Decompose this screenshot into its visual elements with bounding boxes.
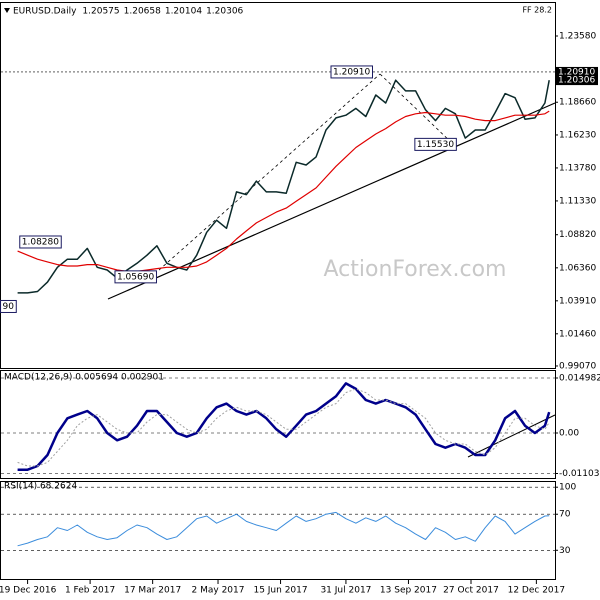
y-tick-label: 1.01460 [559, 329, 596, 339]
y-tick-label: 1.16230 [559, 130, 596, 140]
macd-trend-line [467, 414, 556, 458]
y-tick-label: 100 [559, 483, 576, 493]
x-tick-label: 1 Feb 2017 [65, 586, 115, 596]
x-tick-label: 13 Sep 2017 [380, 586, 437, 596]
corner-text: FF 28.2 [522, 6, 552, 15]
header-value: 1.20306 [206, 7, 243, 17]
y-tick-label: 30 [559, 546, 571, 556]
y-tick-label: 1.18660 [559, 98, 596, 108]
y-tick-label: 1.23580 [559, 32, 596, 42]
annotation-label: 1.20910 [333, 67, 370, 77]
annotation-box [330, 65, 373, 79]
menu-triangle [4, 8, 10, 13]
y-tick-label: -0.011031 [559, 469, 600, 479]
y-tick-label: 1.06360 [559, 263, 596, 273]
x-tick-label: 27 Oct 2017 [443, 586, 499, 596]
swing-line [379, 73, 456, 147]
annotation-box [414, 137, 457, 151]
annotation-box [114, 270, 157, 284]
trend-line [107, 102, 556, 300]
x-tick-label: 31 Jul 2017 [320, 586, 371, 596]
panel-title: EURUSD.Daily [13, 7, 77, 17]
annotation-label: 1.05690 [117, 272, 154, 282]
annotation-label: 1.15530 [417, 140, 454, 150]
header-value: 1.20104 [165, 7, 202, 17]
price-label-box [556, 66, 598, 77]
macd-panel-frame [0, 370, 556, 479]
x-tick-label: 17 Mar 2017 [124, 586, 181, 596]
y-tick-label: 0.00 [559, 428, 579, 438]
annotation-label: 90 [3, 302, 15, 312]
annotation-label: 1.08280 [22, 237, 59, 247]
panel-title: RSI(14) 68.2624 [4, 482, 77, 492]
y-tick-label: 0.014982 [559, 374, 600, 384]
y-tick-label: 1.13780 [559, 163, 596, 173]
x-tick-label: 2 May 2017 [192, 586, 245, 596]
header-value: 1.20658 [124, 7, 161, 17]
header-value: 1.20575 [82, 7, 119, 17]
series-line [17, 382, 551, 471]
price-label: 1.20306 [558, 76, 595, 86]
watermark: ActionForex.com [324, 257, 507, 282]
x-tick-label: 15 Jun 2017 [253, 586, 307, 596]
y-tick-label: 0.99070 [559, 361, 596, 371]
x-tick-label: 19 Dec 2016 [0, 586, 57, 596]
series-line [17, 388, 550, 467]
series-line [17, 79, 550, 294]
y-tick-label: 1.03910 [559, 296, 596, 306]
y-tick-label: 1.11330 [559, 196, 596, 206]
panel-title: MACD(12,26,9) 0.005694 0.002901 [4, 373, 164, 383]
annotation-box [19, 235, 62, 249]
y-tick-label: 1.08820 [559, 230, 596, 240]
price-panel-frame [0, 2, 556, 369]
y-tick-label: 70 [559, 510, 571, 520]
series-line [17, 511, 550, 547]
price-label: 1.20910 [558, 67, 595, 77]
series-line [17, 110, 550, 272]
price-label-box [556, 75, 598, 86]
annotation-box [0, 299, 17, 313]
rsi-panel-frame [0, 481, 556, 580]
x-tick-label: 12 Dec 2017 [508, 586, 566, 596]
